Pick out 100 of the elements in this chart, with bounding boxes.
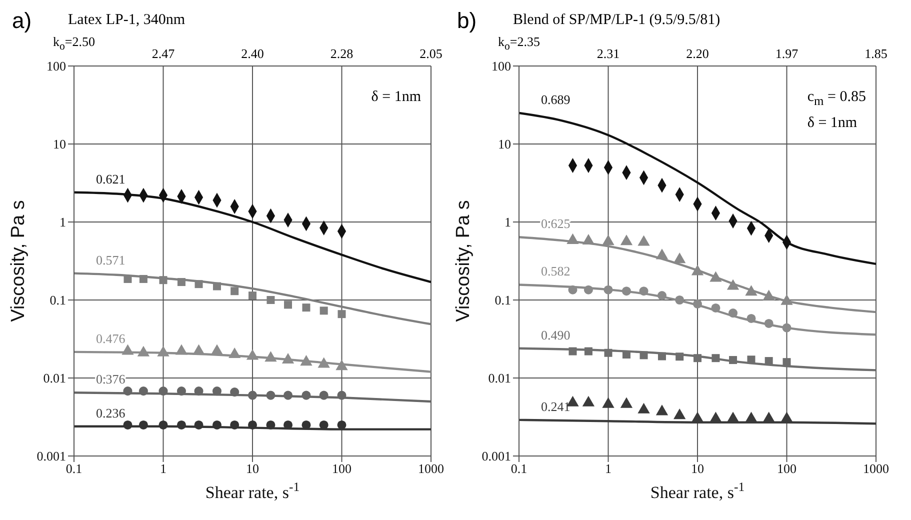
point <box>640 351 648 360</box>
point <box>264 351 277 362</box>
point <box>729 356 738 364</box>
point <box>159 276 168 284</box>
text: k$_{o}$=2.35 <box>498 34 540 53</box>
point <box>728 308 738 318</box>
point <box>176 386 186 396</box>
point <box>762 290 775 300</box>
point <box>622 286 631 296</box>
y-tick-label: 0.1 <box>494 292 511 308</box>
text: 2.05 <box>420 46 442 62</box>
point <box>568 347 577 356</box>
text: 1.97 <box>775 46 798 62</box>
point <box>212 282 221 290</box>
point <box>337 390 346 400</box>
text: b) <box>457 8 477 34</box>
text: 2.47 <box>152 46 175 62</box>
x-axis-title: Shear rate, s$^{-1}$ <box>205 480 300 502</box>
text: 2.20 <box>686 46 709 62</box>
y-axis-title: Viscosity, Pa s <box>8 200 29 322</box>
point <box>266 420 276 430</box>
point <box>158 386 168 396</box>
x-tick-label: 1000 <box>863 461 889 476</box>
y-tick-label: 0.001 <box>482 448 511 464</box>
point <box>228 348 241 358</box>
y-tick-label: 0.01 <box>43 370 66 386</box>
point <box>675 295 684 305</box>
point <box>657 291 666 300</box>
point <box>782 358 791 366</box>
point <box>692 299 702 308</box>
chart-title: Latex LP-1, 340nm <box>68 12 186 29</box>
point <box>726 279 740 290</box>
point <box>284 390 293 400</box>
chart-title: Blend of SP/MP/LP-1 (9.5/9.5/81) <box>513 12 720 29</box>
point <box>319 420 328 430</box>
point <box>691 264 704 276</box>
point <box>656 248 668 260</box>
y-axis-title: Viscosity, Pa s <box>453 200 474 322</box>
point <box>177 278 186 286</box>
point <box>602 397 614 408</box>
y-tick-label: 10 <box>53 136 66 152</box>
x-tick-label: 1 <box>605 461 612 476</box>
point <box>248 420 258 430</box>
series-label: 0.582 <box>541 264 570 279</box>
y-tick-label: 0.01 <box>488 370 511 386</box>
point <box>782 323 792 332</box>
point <box>194 386 204 396</box>
y-tick-label: 1 <box>60 214 66 230</box>
x-tick-label: 10 <box>691 461 704 476</box>
y-tick-label: 1 <box>504 214 511 230</box>
point <box>712 354 720 362</box>
text: k$_{o}$=2.50 <box>52 34 96 53</box>
point <box>764 357 773 366</box>
point <box>176 420 186 430</box>
x-tick-label: 100 <box>332 461 352 476</box>
point <box>620 397 633 408</box>
x-tick-label: 0.1 <box>66 461 82 476</box>
point <box>674 408 686 420</box>
point <box>123 420 132 430</box>
point <box>319 390 328 400</box>
point <box>602 234 614 246</box>
point <box>658 352 666 360</box>
point <box>604 285 613 294</box>
point <box>302 304 310 312</box>
point <box>194 420 204 430</box>
point <box>212 420 222 430</box>
point <box>212 386 222 396</box>
point <box>336 360 348 370</box>
point <box>745 412 758 422</box>
text: 2.31 <box>596 46 620 62</box>
text: 2.40 <box>241 46 264 62</box>
point <box>158 420 168 430</box>
point <box>320 306 328 315</box>
point <box>266 390 276 400</box>
point <box>726 412 740 422</box>
text: 2.28 <box>330 46 354 62</box>
series-label: 0.571 <box>96 252 126 268</box>
point <box>248 292 256 300</box>
point <box>230 388 240 397</box>
point <box>762 412 775 422</box>
point <box>230 420 240 430</box>
annotation: c$_{m}$ = 0.85 <box>807 88 866 110</box>
point <box>711 303 720 312</box>
text: a) <box>12 8 32 34</box>
y-tick-label: 100 <box>46 58 66 74</box>
point <box>300 355 312 366</box>
point <box>248 390 258 400</box>
point <box>123 386 132 396</box>
point <box>568 285 578 294</box>
x-tick-label: 10 <box>246 461 259 476</box>
y-tick-label: 0.001 <box>36 448 66 464</box>
point <box>710 271 722 282</box>
x-axis-title: Shear rate, s$^{-1}$ <box>650 480 745 502</box>
point <box>337 420 346 430</box>
x-tick-label: 1000 <box>418 461 444 476</box>
point <box>780 412 793 422</box>
point <box>638 235 650 246</box>
point <box>284 300 292 309</box>
annotation: δ = 1nm <box>807 114 858 133</box>
y-tick-label: 10 <box>498 136 511 152</box>
